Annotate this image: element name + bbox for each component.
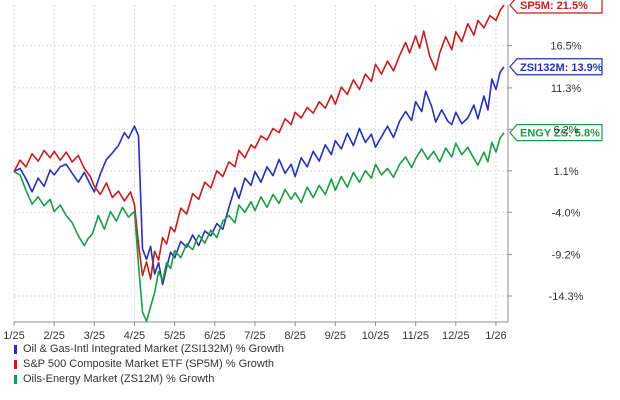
legend-swatch-zs12m xyxy=(14,375,17,384)
legend: Oil & Gas-Intl Integrated Market (ZSI132… xyxy=(14,342,284,387)
y-tick-label: -14.3% xyxy=(549,291,584,303)
end-label-text-zs12m: ENGY ZS: 5.8% xyxy=(520,128,600,140)
series-line-zsi132m xyxy=(13,66,505,286)
end-label-box-sp5m xyxy=(509,0,603,14)
end-label-zsi132m: ZSI132M: 13.9% xyxy=(509,58,603,76)
legend-label-zsi132m: Oil & Gas-Intl Integrated Market (ZSI132… xyxy=(23,343,285,355)
legend-label-sp5m: S&P 500 Composite Market ETF (SP5M) % Gr… xyxy=(23,358,275,370)
y-tick-label: -9.2% xyxy=(552,250,581,262)
x-tick-label: 9/25 xyxy=(325,330,346,342)
x-tick-label: 5/25 xyxy=(164,330,185,342)
x-tick-label: 8/25 xyxy=(284,330,305,342)
end-label-sp5m: SP5M: 21.5% xyxy=(509,0,603,14)
legend-swatch-zsi132m xyxy=(14,345,17,354)
legend-item-zs12m: Oils-Energy Market (ZS12M) % Growth xyxy=(14,372,284,387)
y-tick-label: 11.3% xyxy=(551,83,582,95)
legend-swatch-sp5m xyxy=(14,360,17,369)
series-line-sp5m xyxy=(13,4,505,280)
end-label-box-zs12m xyxy=(509,124,603,142)
x-tick-labels: 1/25 2/25 3/25 4/25 5/25 6/25 7/25 8/25 9/25 10/2… xyxy=(3,330,506,342)
x-tick-label: 1/25 xyxy=(3,330,24,342)
y-tick-label: -4.0% xyxy=(552,207,581,219)
x-tick-label: 10/25 xyxy=(362,330,390,342)
end-labels: ZSI132M: 13.9% SP5M: 21.5% ENGY ZS: 5.8% xyxy=(509,0,603,142)
x-tick-label: 7/25 xyxy=(244,330,265,342)
y-tick-label: 16.5% xyxy=(550,41,581,53)
axes xyxy=(13,5,512,326)
x-tick-label: 11/25 xyxy=(402,330,429,342)
gridlines xyxy=(13,5,508,322)
legend-item-sp5m: S&P 500 Composite Market ETF (SP5M) % Gr… xyxy=(14,357,284,372)
series-line-zs12m xyxy=(13,132,505,322)
y-tick-label: 1.1% xyxy=(553,166,578,178)
end-label-box-zsi132m xyxy=(509,58,603,76)
series-lines xyxy=(13,4,505,322)
x-tick-label: 1/26 xyxy=(485,330,506,342)
x-tick-label: 3/25 xyxy=(84,330,105,342)
end-label-text-sp5m: SP5M: 21.5% xyxy=(520,0,588,12)
x-tick-label: 2/25 xyxy=(43,330,64,342)
x-tick-label: 6/25 xyxy=(204,330,225,342)
legend-label-zs12m: Oils-Energy Market (ZS12M) % Growth xyxy=(23,373,215,385)
end-label-text-zsi132m: ZSI132M: 13.9% xyxy=(520,62,603,74)
y-tick-labels: 16.5% 11.3% 6.2% 1.1% -4.0% -9.2% -14.3% xyxy=(549,41,584,303)
end-label-zs12m: ENGY ZS: 5.8% xyxy=(509,124,603,142)
x-tick-label: 12/25 xyxy=(442,330,470,342)
legend-item-zsi132m: Oil & Gas-Intl Integrated Market (ZSI132… xyxy=(14,342,284,357)
y-tick-label: 6.2% xyxy=(553,124,578,136)
x-tick-label: 4/25 xyxy=(124,330,145,342)
